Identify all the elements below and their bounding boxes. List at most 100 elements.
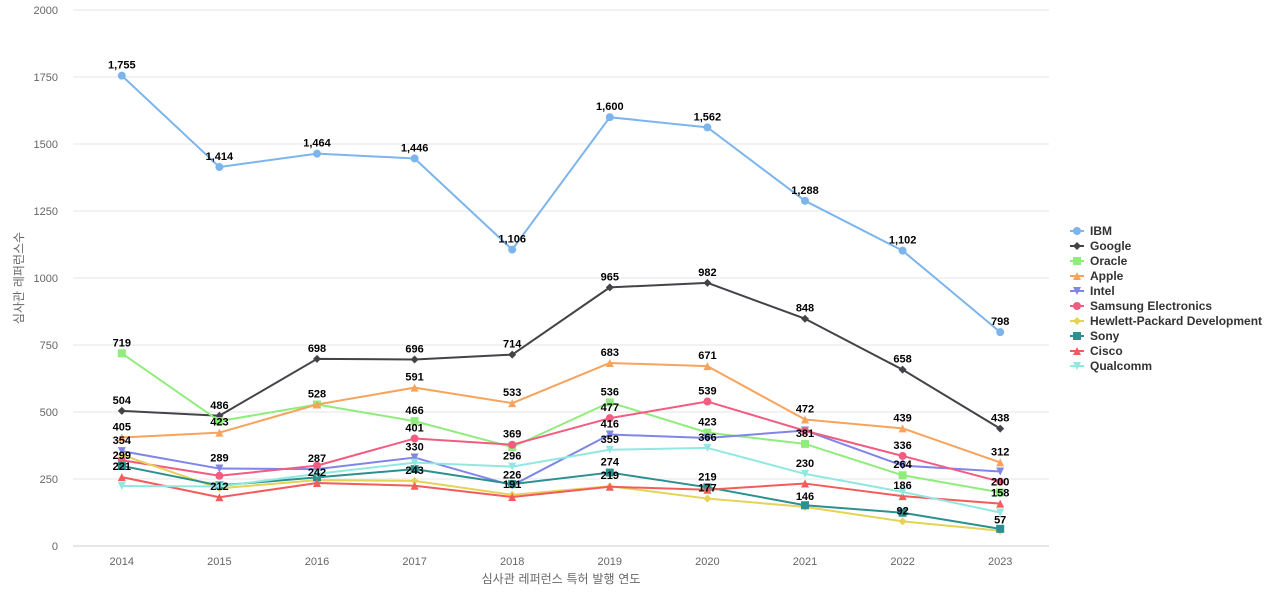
data-point-cisco[interactable] <box>313 479 321 488</box>
data-point-qualcomm[interactable] <box>801 469 809 478</box>
data-point-cisco[interactable] <box>996 499 1005 508</box>
series-line-ibm[interactable] <box>120 74 1002 334</box>
data-point-samsung-electronics[interactable] <box>898 451 907 460</box>
data-point-qualcomm[interactable] <box>313 469 321 478</box>
data-point-google[interactable] <box>117 406 126 415</box>
series-line-intel[interactable] <box>120 429 1002 487</box>
data-point-sony[interactable] <box>508 480 517 489</box>
series-line-cisco[interactable] <box>120 476 1002 505</box>
legend-marker-intel[interactable] <box>1073 287 1081 295</box>
legend-item-hewlett-packard-development[interactable]: Hewlett-Packard Development <box>1070 314 1262 328</box>
data-point-sony[interactable] <box>117 461 126 470</box>
data-point-intel[interactable] <box>703 433 712 442</box>
data-point-oracle[interactable] <box>996 488 1005 497</box>
data-point-cisco[interactable] <box>508 492 517 501</box>
series-line-samsung-electronics[interactable] <box>120 400 1002 483</box>
legend-marker-apple[interactable] <box>1073 272 1081 280</box>
data-point-hewlett-packard-development[interactable] <box>898 517 907 526</box>
data-point-intel[interactable] <box>215 464 224 473</box>
data-point-apple[interactable] <box>508 399 517 408</box>
legend-marker-google[interactable] <box>1073 242 1081 250</box>
data-point-samsung-electronics[interactable] <box>703 397 712 406</box>
data-point-google[interactable] <box>605 283 614 292</box>
series-line-apple[interactable] <box>120 361 1002 464</box>
legend-item-google[interactable]: Google <box>1070 239 1132 253</box>
data-point-sony[interactable] <box>801 501 809 510</box>
legend-marker-qualcomm[interactable] <box>1073 362 1081 370</box>
data-point-oracle[interactable] <box>898 471 907 480</box>
data-point-qualcomm[interactable] <box>996 508 1005 517</box>
data-point-intel[interactable] <box>410 453 419 462</box>
data-point-samsung-electronics[interactable] <box>215 471 224 480</box>
data-point-ibm[interactable] <box>508 245 517 254</box>
data-point-intel[interactable] <box>898 461 907 470</box>
data-point-sony[interactable] <box>898 508 907 517</box>
data-point-sony[interactable] <box>605 468 614 477</box>
data-point-oracle[interactable] <box>605 398 614 407</box>
data-point-oracle[interactable] <box>801 439 809 448</box>
data-point-samsung-electronics[interactable] <box>801 426 809 435</box>
data-point-samsung-electronics[interactable] <box>996 477 1005 486</box>
legend-item-qualcomm[interactable]: Qualcomm <box>1070 359 1152 373</box>
legend-item-intel[interactable]: Intel <box>1070 284 1115 298</box>
data-point-qualcomm[interactable] <box>410 458 419 467</box>
data-point-apple[interactable] <box>703 362 712 371</box>
data-point-oracle[interactable] <box>215 417 224 426</box>
data-point-apple[interactable] <box>313 400 321 409</box>
series-line-qualcomm[interactable] <box>120 446 1002 514</box>
data-point-apple[interactable] <box>117 433 126 442</box>
legend-item-ibm[interactable]: IBM <box>1070 224 1112 238</box>
data-point-qualcomm[interactable] <box>117 481 126 490</box>
data-point-apple[interactable] <box>605 358 614 367</box>
legend-marker-ibm[interactable] <box>1073 227 1081 235</box>
data-point-sony[interactable] <box>996 524 1005 533</box>
legend-marker-cisco[interactable] <box>1073 347 1081 355</box>
data-point-qualcomm[interactable] <box>898 487 907 496</box>
data-point-cisco[interactable] <box>215 493 224 502</box>
data-point-cisco[interactable] <box>410 481 419 490</box>
data-point-intel[interactable] <box>996 467 1005 476</box>
data-point-cisco[interactable] <box>605 482 614 491</box>
data-point-google[interactable] <box>410 355 419 364</box>
data-point-apple[interactable] <box>801 415 809 424</box>
data-point-hewlett-packard-development[interactable] <box>410 476 419 485</box>
data-point-google[interactable] <box>703 278 712 287</box>
data-point-ibm[interactable] <box>703 123 712 132</box>
data-point-hewlett-packard-development[interactable] <box>117 450 126 459</box>
legend-item-oracle[interactable]: Oracle <box>1070 254 1128 268</box>
data-point-apple[interactable] <box>996 458 1005 467</box>
data-point-apple[interactable] <box>410 383 419 392</box>
data-point-qualcomm[interactable] <box>703 443 712 452</box>
data-point-ibm[interactable] <box>117 71 126 80</box>
legend-item-apple[interactable]: Apple <box>1070 269 1124 283</box>
data-point-google[interactable] <box>801 314 809 323</box>
data-point-apple[interactable] <box>898 424 907 433</box>
data-point-sony[interactable] <box>410 465 419 474</box>
legend-marker-sony[interactable] <box>1073 332 1081 340</box>
data-point-apple[interactable] <box>215 428 224 437</box>
data-point-cisco[interactable] <box>801 479 809 488</box>
data-point-ibm[interactable] <box>313 149 321 158</box>
legend-marker-samsung-electronics[interactable] <box>1073 302 1081 310</box>
data-point-qualcomm[interactable] <box>508 462 517 471</box>
data-point-ibm[interactable] <box>410 154 419 163</box>
data-point-cisco[interactable] <box>898 492 907 501</box>
data-point-oracle[interactable] <box>410 417 419 426</box>
data-point-samsung-electronics[interactable] <box>508 440 517 449</box>
data-point-hewlett-packard-development[interactable] <box>703 494 712 503</box>
series-line-hewlett-packard-development[interactable] <box>120 453 1002 532</box>
legend-marker-hewlett-packard-development[interactable] <box>1073 317 1081 325</box>
data-point-google[interactable] <box>996 424 1005 433</box>
data-point-google[interactable] <box>898 365 907 374</box>
data-point-ibm[interactable] <box>801 196 809 205</box>
series-line-oracle[interactable] <box>120 352 1002 494</box>
legend-item-samsung-electronics[interactable]: Samsung Electronics <box>1070 299 1212 313</box>
legend-marker-oracle[interactable] <box>1073 257 1081 265</box>
data-point-google[interactable] <box>508 350 517 359</box>
series-line-sony[interactable] <box>120 464 1002 530</box>
data-point-ibm[interactable] <box>605 113 614 122</box>
series-line-google[interactable] <box>120 281 1002 430</box>
data-point-qualcomm[interactable] <box>605 445 614 454</box>
data-point-ibm[interactable] <box>996 328 1005 337</box>
